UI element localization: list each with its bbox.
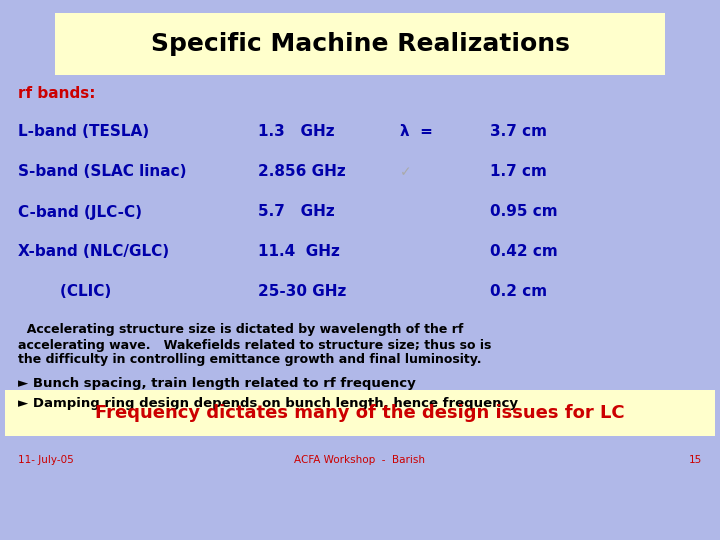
Text: Specific Machine Realizations: Specific Machine Realizations xyxy=(150,32,570,56)
Text: 25-30 GHz: 25-30 GHz xyxy=(258,285,346,300)
Text: Frequency dictates many of the design issues for LC: Frequency dictates many of the design is… xyxy=(95,404,625,422)
Text: ✓: ✓ xyxy=(400,165,412,179)
Text: 0.95 cm: 0.95 cm xyxy=(490,205,557,219)
Text: accelerating wave.   Wakefields related to structure size; thus so is: accelerating wave. Wakefields related to… xyxy=(18,339,491,352)
Text: ► Bunch spacing, train length related to rf frequency: ► Bunch spacing, train length related to… xyxy=(18,377,415,390)
Text: ACFA Workshop  -  Barish: ACFA Workshop - Barish xyxy=(294,455,426,465)
Text: rf bands:: rf bands: xyxy=(18,85,96,100)
Text: 0.42 cm: 0.42 cm xyxy=(490,245,558,260)
Text: S-band (SLAC linac): S-band (SLAC linac) xyxy=(18,165,186,179)
Text: X-band (NLC/GLC): X-band (NLC/GLC) xyxy=(18,245,169,260)
Text: ► Damping ring design depends on bunch length, hence frequency: ► Damping ring design depends on bunch l… xyxy=(18,397,518,410)
Text: λ  =: λ = xyxy=(400,125,433,139)
Text: 0.2 cm: 0.2 cm xyxy=(490,285,547,300)
Text: 5.7   GHz: 5.7 GHz xyxy=(258,205,335,219)
Text: C-band (JLC-C): C-band (JLC-C) xyxy=(18,205,142,219)
Bar xyxy=(5,390,715,436)
Bar xyxy=(55,13,665,75)
Text: 1.7 cm: 1.7 cm xyxy=(490,165,547,179)
Text: 11.4  GHz: 11.4 GHz xyxy=(258,245,340,260)
Text: the difficulty in controlling emittance growth and final luminosity.: the difficulty in controlling emittance … xyxy=(18,354,482,367)
Text: 11- July-05: 11- July-05 xyxy=(18,455,73,465)
Text: 1.3   GHz: 1.3 GHz xyxy=(258,125,335,139)
Text: Accelerating structure size is dictated by wavelength of the rf: Accelerating structure size is dictated … xyxy=(18,323,464,336)
Text: 15: 15 xyxy=(689,455,702,465)
Text: 2.856 GHz: 2.856 GHz xyxy=(258,165,346,179)
Text: 3.7 cm: 3.7 cm xyxy=(490,125,547,139)
Text: L-band (TESLA): L-band (TESLA) xyxy=(18,125,149,139)
Text: (CLIC): (CLIC) xyxy=(18,285,112,300)
